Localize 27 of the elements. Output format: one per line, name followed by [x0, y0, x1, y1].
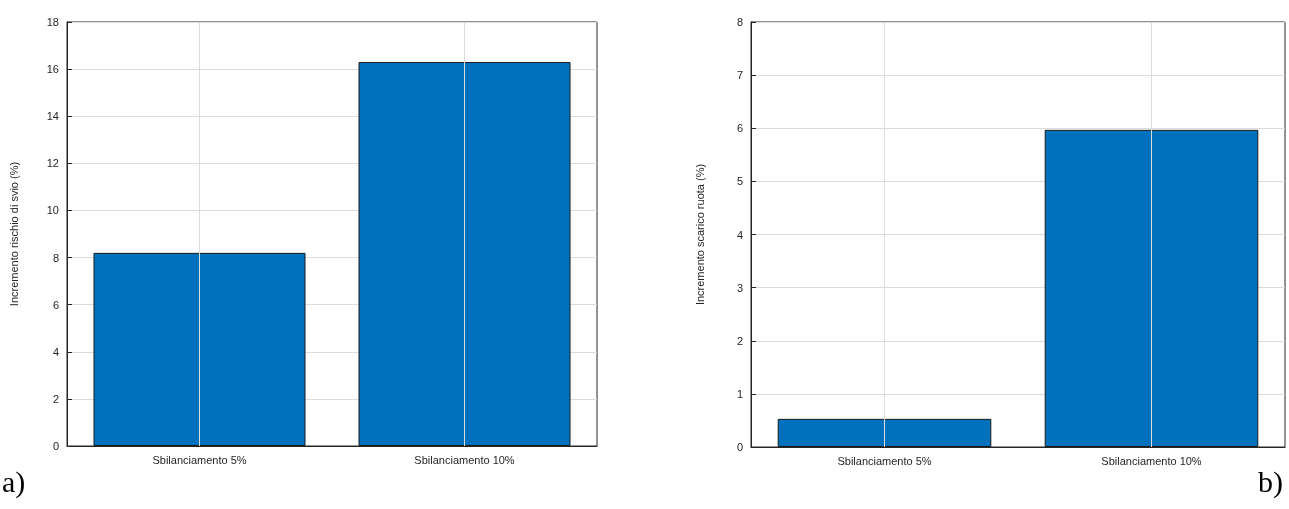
- y-tick-label: 8: [52, 251, 59, 264]
- x-tick-label: Sbilanciamento 10%: [1101, 454, 1202, 467]
- y-tick-label: 7: [736, 69, 743, 82]
- x-tick-label: Sbilanciamento 10%: [414, 453, 515, 466]
- y-tick-label: 3: [736, 281, 743, 294]
- text: a): [2, 464, 26, 499]
- y-tick-label: 12: [46, 157, 59, 170]
- y-tick-label: 16: [46, 63, 59, 76]
- y-tick-label: 2: [736, 334, 743, 347]
- y-tick-label: 0: [736, 441, 743, 453]
- y-tick-label: 4: [52, 345, 59, 358]
- y-tick-label: 14: [46, 110, 59, 123]
- y-tick-label: 6: [736, 122, 743, 135]
- y-tick-label: 1: [736, 387, 743, 400]
- y-tick-label: 6: [52, 298, 59, 311]
- x-tick-label: Sbilanciamento 5%: [152, 453, 247, 466]
- y-tick-label: 8: [736, 16, 743, 28]
- y-tick-label: 5: [736, 175, 743, 188]
- y-tick-label: 2: [52, 392, 59, 405]
- text: b): [1258, 464, 1284, 499]
- y-tick-label: 0: [52, 440, 59, 452]
- y-tick-label: 18: [46, 16, 59, 28]
- y-axis-title: Incremento rischio di svio (%): [7, 161, 20, 307]
- x-tick-label: Sbilanciamento 5%: [837, 454, 932, 467]
- y-axis-title: Incremento scarico ruota (%): [693, 163, 706, 306]
- y-tick-label: 10: [46, 204, 59, 217]
- y-tick-label: 4: [736, 228, 743, 241]
